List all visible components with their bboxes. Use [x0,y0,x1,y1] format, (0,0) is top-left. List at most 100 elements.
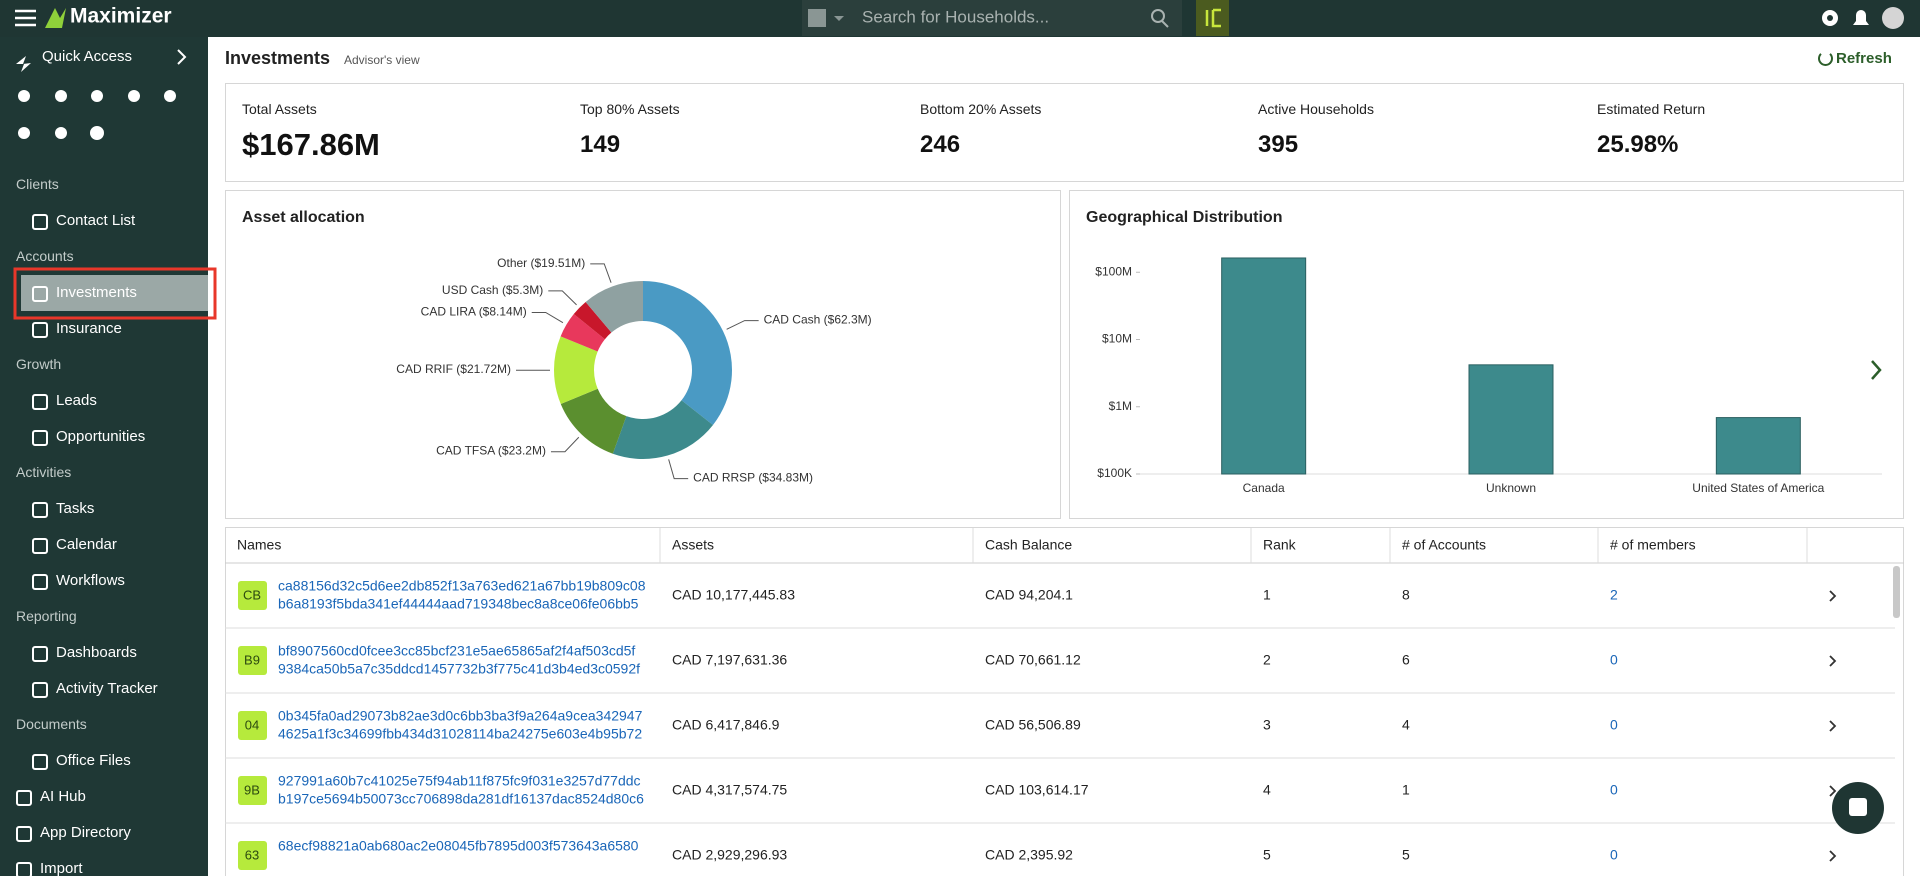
section-title: Reporting [16,608,77,624]
row-chevron[interactable] [1829,785,1837,797]
cell: 4 [1263,782,1271,798]
slice-category: CAD TFSA [436,444,495,458]
household-icon[interactable] [808,9,826,27]
household-name[interactable]: ca88156d32c5d6ee2db852f13a763ed621a67bb1… [278,578,646,594]
section-title: Accounts [16,248,74,264]
nav-icon[interactable] [32,574,48,590]
nav-item[interactable]: App Directory [40,824,131,841]
kpi-label: Top 80% Assets [580,101,680,117]
shortcut-icons[interactable] [18,90,176,140]
slice-value-label: ($62.3M) [824,313,872,327]
nav-item[interactable]: Opportunities [56,428,146,445]
leader-line [550,436,580,453]
slice-value-label: ($21.72M) [456,362,511,376]
column-header: Rank [1263,537,1297,553]
nav-icon[interactable] [32,214,48,230]
nav-item[interactable]: Contact List [56,212,136,229]
nav-item[interactable]: Office Files [56,752,131,769]
nav-item[interactable]: Import [40,860,83,876]
slice-value-label: ($23.2M) [498,444,546,458]
menu-icon[interactable] [15,9,36,27]
row-chevron[interactable] [1829,590,1837,602]
nav-icon[interactable] [32,682,48,698]
household-name[interactable]: 0b345fa0ad29073b82ae3d0c6bb3ba3f9a264a9c… [278,708,643,724]
pie-slice [585,281,643,333]
refresh-icon[interactable] [1818,51,1833,66]
dropdown-caret[interactable] [834,16,844,21]
badge [238,711,267,740]
chart-title: Geographical Distribution [1086,209,1282,226]
cell: 1 [1402,782,1410,798]
x-tick-label: Canada [1243,481,1285,495]
table-panel [225,527,1904,876]
section-title: Clients [16,176,59,192]
nav-item[interactable]: Workflows [56,572,125,589]
household-name[interactable]: 927991a60b7c41025e75f94ab11f875fc9f031e3… [278,773,641,789]
nav-item[interactable]: Activity Tracker [56,680,158,697]
slice-value-label: ($8.14M) [479,305,527,319]
slice-category: CAD RRSP [693,471,755,485]
row-chevron[interactable] [1829,850,1837,862]
quick-access[interactable]: Quick Access [42,48,133,65]
nav-icon[interactable] [32,322,48,338]
nav-icon[interactable] [32,754,48,770]
avatar[interactable] [1882,7,1904,29]
nav-icon[interactable] [32,538,48,554]
column-header: # of Accounts [1402,537,1486,553]
bar [1468,364,1554,475]
nav-icon[interactable] [32,502,48,518]
leader-line [668,459,689,480]
badge [238,841,267,870]
slice-category: USD Cash [442,283,499,297]
refresh-button[interactable]: Refresh [1836,50,1892,67]
kpi-value: 395 [1258,131,1299,158]
nav-item[interactable]: Calendar [56,536,117,553]
kpi-value: 246 [920,131,961,158]
search-placeholder[interactable]: Search for Households... [862,7,1049,26]
notification-icon[interactable] [1853,10,1869,25]
chart-title: Asset allocation [242,209,365,226]
cell: 8 [1402,587,1410,603]
x-tick-label: Unknown [1486,481,1536,495]
nav-item[interactable]: Leads [56,392,97,409]
slice-label: CAD RRSP ($34.83M) [693,471,813,485]
nav-item[interactable]: Investments [56,284,137,301]
row-chevron[interactable] [1829,720,1837,732]
nav-item[interactable]: AI Hub [40,788,86,805]
next-chevron[interactable] [1871,360,1882,380]
table-header-bg [226,528,1903,563]
nav-item[interactable]: Tasks [56,500,95,517]
household-name[interactable]: 4625a1f3c34699fbb434d31028114ba24275e603… [278,726,642,742]
nav-icon[interactable] [32,394,48,410]
page-title: Investments [225,48,331,68]
household-name[interactable]: 9384ca50b5a7c35ddcd1457732b3f775c41d3b4e… [278,661,640,677]
kpi-label: Estimated Return [1597,101,1706,117]
household-name[interactable]: b6a8193f5bda341ef44444aad719348bec8a8ce0… [278,596,639,612]
household-name[interactable]: bf8907560cd0fcee3cc85bcf231e5ae65865af2f… [278,643,635,659]
search-box[interactable] [802,0,1182,36]
search-icon[interactable] [1151,9,1165,23]
nav-icon[interactable] [16,862,32,876]
nav-icon[interactable] [32,286,48,302]
row-chevron[interactable] [1829,655,1837,667]
pie-slice [553,336,598,405]
nav-icon[interactable] [16,826,32,842]
cell: 4 [1402,717,1410,733]
y-tick-label: $100K [1097,466,1132,480]
nav-item[interactable]: Insurance [56,320,122,337]
household-name[interactable]: b197ce5694b50073cc706898da281df16137dac8… [278,791,644,807]
cell: CAD 10,177,445.83 [672,587,795,603]
cell: 0 [1610,652,1618,668]
cell: 2 [1610,587,1618,603]
household-name[interactable]: 68ecf98821a0ab680ac2e08045fb7895d003f573… [278,838,639,854]
x-tick-label: United States of America [1692,481,1824,495]
nav-icon[interactable] [32,430,48,446]
pie-slice [612,400,713,459]
nav-item[interactable]: Dashboards [56,644,137,661]
nav-icon[interactable] [16,790,32,806]
column-header: # of members [1610,537,1696,553]
cell: CAD 4,317,574.75 [672,782,787,798]
cell: CAD 2,395.92 [985,847,1073,863]
nav-icon[interactable] [32,646,48,662]
expand-chevron[interactable] [177,49,187,65]
